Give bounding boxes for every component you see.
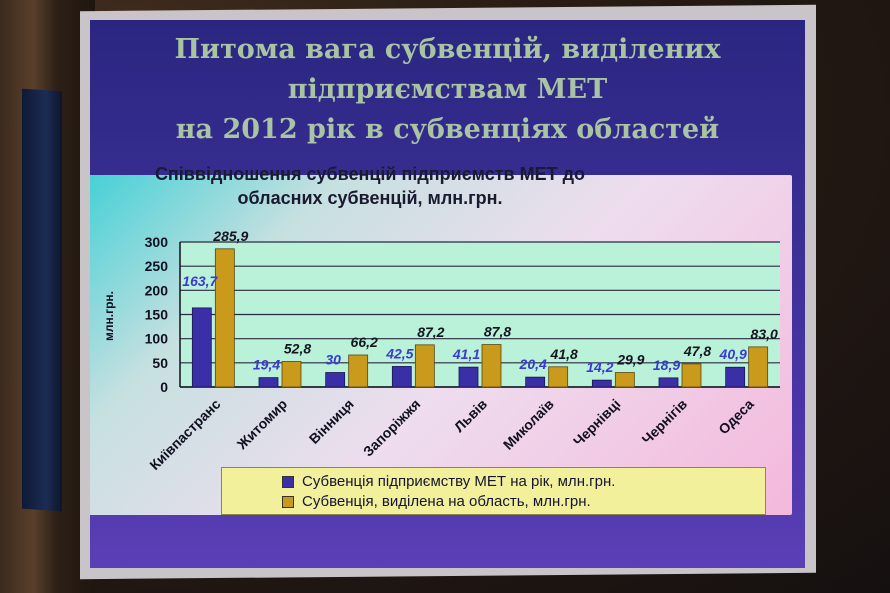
legend-entry-met: Субвенція підприємству МЕТ на рік, млн.г… xyxy=(282,472,765,492)
slide-title-line-1: Питома вага субвенцій, виділених xyxy=(174,34,721,65)
bar-met-4 xyxy=(458,366,479,388)
data-label-met-3: 42,5 xyxy=(385,345,413,361)
x-category-label-1: Житомир xyxy=(233,396,290,453)
legend-label-met: Субвенція підприємству МЕТ на рік, млн.г… xyxy=(302,473,616,490)
bar-met-2 xyxy=(325,372,346,388)
data-label-oblast-5: 41,8 xyxy=(550,346,578,362)
bar-met-1 xyxy=(258,377,279,388)
legend-swatch-oblast xyxy=(282,496,294,508)
x-category-label-7: Чернігів xyxy=(639,396,691,448)
bar-met-3 xyxy=(391,366,412,388)
y-axis-label: млн.грн. xyxy=(102,291,116,341)
y-tick-label-0: 0 xyxy=(160,379,168,395)
chart-title-line-1: Співвідношення субвенцій підприємств МЕТ… xyxy=(154,164,586,184)
legend-swatch-met xyxy=(282,476,294,488)
bar-met-5 xyxy=(525,376,546,388)
x-category-label-6: Чернівці xyxy=(570,396,623,449)
legend-label-oblast: Субвенція, виділена на область, млн.грн. xyxy=(302,493,591,510)
y-tick-label-1: 50 xyxy=(152,355,168,371)
data-label-met-1: 19,4 xyxy=(253,357,280,373)
bar-met-7 xyxy=(658,377,679,388)
data-label-met-6: 14,2 xyxy=(586,359,613,375)
y-tick-label-4: 200 xyxy=(145,282,169,298)
bar-oblast-3 xyxy=(414,344,435,388)
slide-title: Питома вага субвенцій, виділених підприє… xyxy=(110,30,785,150)
data-label-oblast-2: 66,2 xyxy=(351,334,378,350)
slide-title-line-3: на 2012 рік в субвенціях областей xyxy=(175,114,720,145)
legend-entry-oblast: Субвенція, виділена на область, млн.грн. xyxy=(282,492,765,512)
data-label-oblast-3: 87,2 xyxy=(417,324,444,340)
bar-met-0 xyxy=(191,307,212,388)
chart-legend: Субвенція підприємству МЕТ на рік, млн.г… xyxy=(221,467,766,515)
data-label-met-5: 20,4 xyxy=(519,356,547,372)
y-tick-label-3: 150 xyxy=(145,307,169,323)
y-tick-label-6: 300 xyxy=(145,234,169,250)
bar-oblast-2 xyxy=(348,354,369,388)
y-tick-label-5: 250 xyxy=(145,258,169,274)
data-label-met-0: 163,7 xyxy=(182,273,218,289)
data-label-oblast-8: 83,0 xyxy=(751,326,778,342)
data-label-oblast-1: 52,8 xyxy=(284,340,311,356)
data-label-met-2: 30 xyxy=(325,352,341,368)
data-label-oblast-0: 285,9 xyxy=(212,228,248,244)
x-category-label-0: Київпастранс xyxy=(146,396,223,473)
x-category-label-3: Запоріжжя xyxy=(360,396,424,460)
bar-oblast-6 xyxy=(614,372,635,388)
data-label-met-8: 40,9 xyxy=(719,346,747,362)
data-label-oblast-7: 47,8 xyxy=(683,343,711,359)
chart-title: Співвідношення субвенцій підприємств МЕТ… xyxy=(90,162,650,210)
data-label-met-4: 41,1 xyxy=(452,346,480,362)
bar-oblast-7 xyxy=(681,363,702,388)
bar-oblast-1 xyxy=(281,361,302,388)
bar-met-6 xyxy=(591,379,612,388)
bar-oblast-4 xyxy=(481,344,502,388)
x-category-label-2: Вінниця xyxy=(306,396,357,447)
data-label-met-7: 18,9 xyxy=(653,357,680,373)
data-label-oblast-6: 29,9 xyxy=(616,352,644,368)
x-category-label-8: Одеса xyxy=(715,396,757,438)
bar-oblast-0 xyxy=(214,248,235,388)
bar-met-8 xyxy=(725,366,746,388)
bar-oblast-8 xyxy=(748,346,769,388)
y-tick-label-2: 100 xyxy=(145,331,169,347)
chart-title-line-2: обласних субвенцій, млн.грн. xyxy=(237,188,503,208)
x-category-label-5: Миколаїв xyxy=(500,396,557,453)
x-category-label-4: Львів xyxy=(451,396,491,436)
bar-oblast-5 xyxy=(548,366,569,388)
data-label-oblast-4: 87,8 xyxy=(484,324,511,340)
slide-title-line-2: підприємствам МЕТ xyxy=(287,74,608,105)
